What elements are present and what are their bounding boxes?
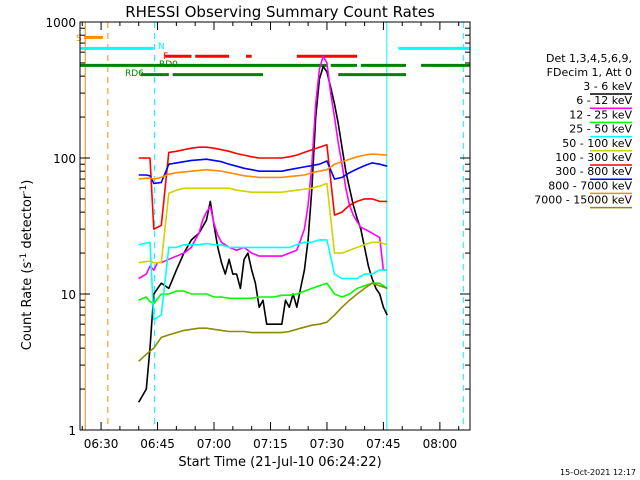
flag-label-f: F — [163, 52, 168, 62]
series-line-7 — [138, 153, 388, 180]
plot-frame — [79, 21, 471, 431]
series-line-5 — [138, 144, 388, 230]
legend-label-3: 25 - 50 keV — [569, 123, 632, 136]
series-line-2 — [138, 282, 388, 305]
y-tick-label-1: 10 — [61, 288, 76, 302]
legend-label-8: 7000 - 15000 keV — [534, 194, 632, 207]
legend-label-2: 12 - 25 keV — [569, 108, 632, 121]
legend-label-5: 100 - 300 keV — [555, 151, 632, 164]
series-line-0 — [138, 65, 388, 403]
series-line-1 — [138, 55, 388, 280]
legend-label-7: 800 - 7000 keV — [548, 179, 632, 192]
svg-text:Count Rate (s-1 detector-1): Count Rate (s-1 detector-1) — [19, 180, 35, 351]
x-tick-label-5: 07:45 — [366, 437, 401, 451]
x-tick-label-0: 06:30 — [84, 437, 119, 451]
legend-header-line-1: Det 1,3,4,5,6,9, — [546, 52, 632, 65]
legend-label-4: 50 - 100 keV — [562, 137, 632, 150]
x-tick-label-3: 07:15 — [253, 437, 288, 451]
y-tick-label-3: 1000 — [45, 16, 76, 30]
flag-label-s: S — [76, 34, 82, 44]
series-line-4 — [138, 182, 388, 264]
axis-ticks: 06:30 06:45 07:00 07:15 07:30 07:45 08:00 1 10 10… — [45, 16, 470, 451]
y-tick-label-2: 100 — [53, 152, 76, 166]
legend: Det 1,3,4,5,6,9, FDecim 1, Att 0 3 - 6 k… — [534, 52, 632, 209]
chart-title: RHESSI Observing Summary Count Rates — [125, 3, 435, 21]
series-line-8 — [138, 282, 388, 362]
x-tick-label-2: 07:00 — [197, 437, 232, 451]
legend-label-0: 3 - 6 keV — [583, 80, 632, 93]
timestamp: 15-Oct-2021 12:17 — [560, 468, 636, 477]
legend-header-line-2: FDecim 1, Att 0 — [547, 66, 632, 79]
y-tick-label-0: 1 — [68, 424, 76, 438]
legend-label-6: 300 - 800 keV — [555, 165, 632, 178]
x-tick-label-6: 08:00 — [423, 437, 458, 451]
legend-label-1: 6 - 12 keV — [576, 94, 632, 107]
x-tick-label-4: 07:30 — [310, 437, 345, 451]
x-tick-label-1: 06:45 — [140, 437, 175, 451]
flag-label-rd6: RD6 — [125, 69, 144, 79]
x-axis-label: Start Time (21-Jul-10 06:24:22) — [178, 455, 381, 470]
flag-label-rd0: RD0 — [159, 60, 178, 70]
series-line-6 — [138, 158, 388, 185]
y-axis-label: Count Rate (s-1 detector-1) — [19, 180, 35, 351]
series-line-3 — [138, 239, 388, 321]
flag-label-n: N — [158, 42, 165, 52]
